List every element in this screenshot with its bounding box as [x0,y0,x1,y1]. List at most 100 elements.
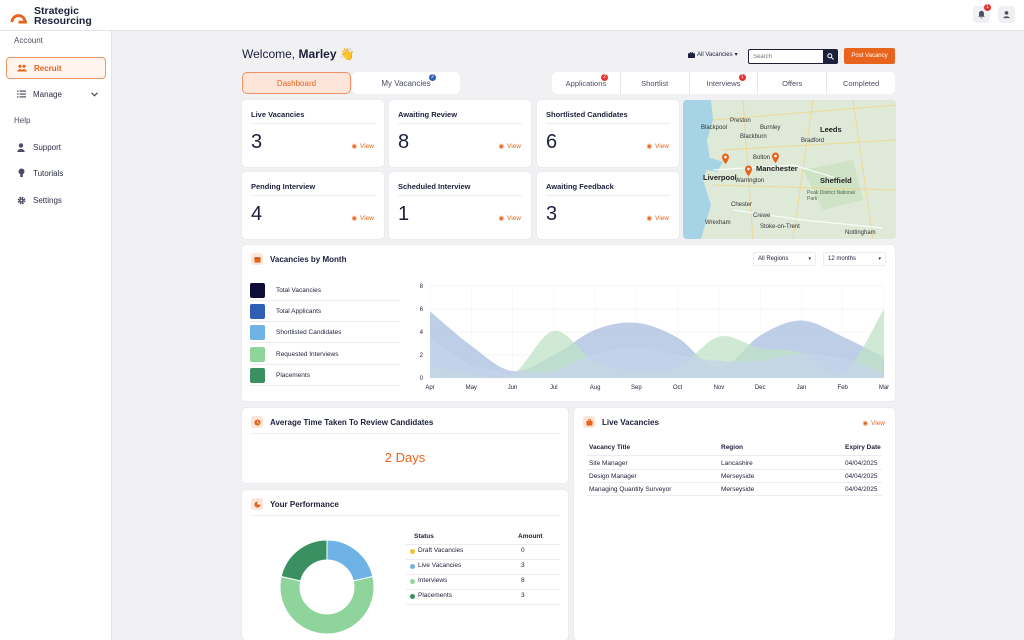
table-cell: 04/04/2025 [845,486,878,493]
stat-card-live-vacancies: Live Vacancies 3 ◉ View [242,100,384,167]
eye-icon: ◉ [351,143,358,150]
stat-view-link[interactable]: ◉ View [646,214,669,223]
table-cell: Design Manager [589,473,637,480]
average-review-value: 2 Days [384,450,426,465]
pipeline-step-applications[interactable]: Applications 2 [552,72,621,94]
pipeline-step-shortlist[interactable]: Shortlist [621,72,690,94]
x-tick-label: May [466,385,477,391]
stat-value: 6 [546,131,558,153]
stat-title: Pending Interview [251,182,316,191]
donut-slice-interviews [279,575,375,635]
tab-my-vacancies[interactable]: My Vacancies 2 [352,72,460,94]
pipeline-count-badge: 2 [601,74,608,81]
post-vacancy-button[interactable]: Post Vacancy [844,48,895,64]
stat-card-awaiting-feedback: Awaiting Feedback 3 ◉ View [537,172,679,239]
legend-item: Requested Interviews [250,344,400,365]
pipeline-step-interviews[interactable]: Interviews 1 [690,72,759,94]
column-header: Status [414,533,434,540]
bell-icon [978,10,985,19]
live-vacancies-card: Live Vacancies ◉ View [574,408,895,640]
stat-view-link[interactable]: ◉ View [351,142,374,151]
logo-mark-icon [10,13,27,24]
card-title: Vacancies by Month [270,255,347,264]
stat-title: Live Vacancies [251,110,305,119]
vacancy-filter-value: All Vacancies [697,51,733,58]
map-label: Blackpool [701,125,728,131]
map-label: Chester [731,202,753,208]
pipeline-step-label: Completed [842,78,880,88]
status-dot [410,594,415,599]
pipeline-step-completed[interactable]: Completed [827,72,895,94]
y-tick-label: 8 [420,284,424,290]
search-input[interactable] [749,50,823,63]
legend-swatch [250,367,265,383]
performance-row: Live Vacancies 3 [406,560,560,575]
table-cell: Managing Quantity Surveyor [589,486,672,493]
pipeline-step-label: Applications [565,78,607,88]
vacancy-map[interactable]: Blackpool Preston Leeds Burnley Blackbur… [683,100,896,239]
x-tick-label: Oct [673,385,683,391]
performance-row: Placements 3 [406,590,560,605]
map-terrain [683,100,896,239]
status-amount: 8 [521,577,525,584]
status-amount: 0 [521,547,525,554]
stat-view-link[interactable]: ◉ View [351,214,374,223]
calendar-icon [251,253,263,265]
pipeline-step-offers[interactable]: Offers [758,72,828,94]
sidebar-item-recruit[interactable]: Recruit [6,57,106,79]
sidebar-item-label: Tutorials [33,168,64,178]
sidebar-item-support[interactable]: Support [6,136,106,158]
dropdown-value: All Regions [758,256,789,262]
users-icon [17,63,27,73]
status-label: Interviews [418,577,448,584]
map-label: Warrington [735,178,765,184]
tab-dashboard[interactable]: Dashboard [242,72,351,94]
map-label: Liverpool [703,173,737,182]
stat-view-link[interactable]: ◉ View [498,142,521,151]
region-filter-dropdown[interactable]: All Regions ▾ [753,252,816,266]
x-tick-label: Nov [714,385,725,391]
legend-swatch [250,346,265,362]
sidebar-heading-help: Help [14,116,31,125]
legend-label: Shortlisted Candidates [276,328,342,336]
pipeline-step-label: Shortlist [641,78,669,88]
map-label: Peak District National Park [807,190,855,202]
eye-icon: ◉ [498,143,505,150]
briefcase-icon [688,51,695,58]
status-label: Live Vacancies [418,562,462,569]
table-cell: Site Manager [589,460,628,467]
lightbulb-icon [16,168,26,178]
eye-icon: ◉ [351,215,358,222]
map-pin-icon [772,152,779,163]
chevron-down-icon[interactable] [91,91,98,97]
tab-count-badge: 2 [429,74,436,81]
map-label: Bolton [753,155,771,161]
top-bar: Strategic Resourcing 1 [0,0,1024,31]
card-title: Your Performance [270,500,339,509]
user-menu-button[interactable] [998,6,1015,23]
legend-item: Total Vacancies [250,280,400,301]
sidebar-item-tutorials[interactable]: Tutorials [6,162,106,184]
sidebar-item-settings[interactable]: Settings [6,189,106,211]
brand-logo[interactable]: Strategic Resourcing [9,6,114,26]
period-filter-dropdown[interactable]: 12 months ▾ [823,252,886,266]
stat-card-shortlisted-candidates: Shortlisted Candidates 6 ◉ View [537,100,679,167]
stat-title: Scheduled Interview [398,182,471,191]
y-tick-label: 4 [420,330,424,336]
legend-label: Total Applicants [276,307,322,315]
legend-label: Total Vacancies [276,286,322,294]
performance-row: Interviews 8 [406,575,560,590]
sidebar-item-manage[interactable]: Manage [6,83,106,105]
x-tick-label: Feb [838,385,849,391]
search-button[interactable] [823,50,837,63]
notifications-button[interactable]: 1 [973,4,991,23]
stat-view-link[interactable]: ◉ View [646,142,669,151]
briefcase-icon [583,416,595,428]
list-icon [16,89,26,99]
table-cell: Merseyside [721,473,755,480]
live-vacancies-view-link[interactable]: ◉ View [862,419,885,428]
map-label: Stoke-on-Trent [760,224,800,230]
stat-card-awaiting-review: Awaiting Review 8 ◉ View [389,100,531,167]
vacancy-filter-dropdown[interactable]: All Vacancies ▾ [688,51,738,58]
stat-view-link[interactable]: ◉ View [498,214,521,223]
